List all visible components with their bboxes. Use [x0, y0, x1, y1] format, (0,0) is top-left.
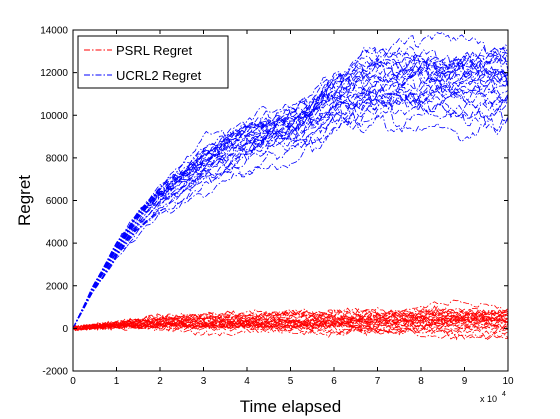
x-tick-label: 5 [288, 376, 294, 387]
x-tick-label: 7 [375, 376, 381, 387]
ucrl2-run-line [72, 58, 509, 329]
ucrl2-run-line [72, 53, 509, 329]
ucrl2-run-line [72, 59, 509, 329]
ucrl2-run-line [72, 49, 509, 329]
ticks: 0 1 2 3 4 5 6 7 8 9 10-200002000400060008000100001… [40, 26, 514, 388]
x-tick-label: 3 [201, 376, 207, 387]
y-tick-label: -2000 [42, 367, 68, 378]
legend: PSRL Regret UCRL2 Regret [77, 35, 229, 89]
ucrl2-run-line [72, 112, 509, 329]
legend-label-ucrl2: UCRL2 Regret [116, 68, 202, 83]
x-tick-label: 0 [70, 376, 76, 387]
y-axis-label: Regret [15, 175, 34, 226]
x-tick-label: 10 [502, 376, 514, 387]
x-tick-label: 6 [331, 376, 337, 387]
x-axis-multiplier: x 10 [480, 394, 497, 404]
ucrl2-run-line [72, 78, 509, 329]
ucrl2-run-line [72, 74, 509, 329]
ucrl2-run-line [72, 71, 509, 329]
ucrl2-run-line [72, 87, 509, 329]
psrl-run-line [72, 299, 509, 332]
y-tick-label: 10000 [40, 111, 68, 122]
ucrl2-run-line [72, 46, 509, 329]
ucrl2-run-line [72, 52, 509, 329]
ucrl2-run-line [72, 81, 509, 329]
ucrl2-run-line [72, 85, 509, 329]
plot-area [72, 31, 509, 341]
y-tick-label: 14000 [40, 26, 68, 37]
ucrl2-run-line [72, 65, 509, 329]
x-tick-label: 1 [114, 376, 120, 387]
x-tick-label: 8 [418, 376, 424, 387]
ucrl2-run-line [72, 47, 509, 329]
psrl-run-line [72, 311, 509, 332]
psrl-run-line [72, 313, 509, 332]
psrl-run-line [72, 308, 509, 331]
psrl-run-line [72, 309, 509, 331]
y-tick-label: 4000 [46, 239, 69, 250]
ucrl2-run-line [72, 51, 509, 329]
ucrl2-run-line [72, 61, 509, 329]
psrl-run-line [72, 318, 509, 330]
y-tick-label: 6000 [46, 196, 69, 207]
ucrl2-run-line [72, 69, 509, 329]
x-tick-label: 9 [462, 376, 468, 387]
ucrl2-run-line [72, 67, 509, 329]
ucrl2-run-line [72, 44, 509, 329]
psrl-run-line [72, 305, 509, 331]
ucrl2-run-line [72, 61, 509, 329]
y-tick-label: 0 [62, 324, 68, 335]
psrl-run-line [72, 311, 509, 329]
y-tick-label: 12000 [40, 68, 68, 79]
legend-label-psrl: PSRL Regret [116, 43, 192, 58]
psrl-run-line [72, 317, 509, 331]
x-axis-label: Time elapsed [240, 397, 341, 416]
ucrl2-run-line [72, 64, 509, 329]
x-tick-label: 2 [157, 376, 163, 387]
ucrl2-run-line [72, 48, 509, 329]
x-tick-label: 4 [244, 376, 250, 387]
psrl-run-line [72, 321, 509, 337]
legend-box [77, 35, 229, 89]
ucrl2-run-line [72, 69, 509, 329]
psrl-run-line [72, 323, 509, 337]
x-axis-multiplier-exponent: 4 [502, 391, 506, 398]
y-tick-label: 2000 [46, 281, 69, 292]
y-tick-label: 8000 [46, 153, 69, 164]
ucrl2-run-line [72, 104, 509, 329]
